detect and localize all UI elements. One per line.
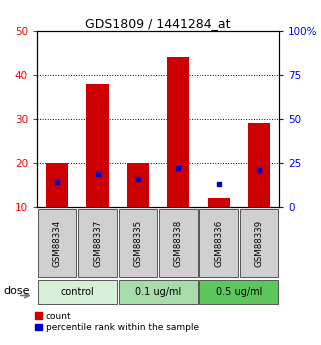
Legend: count, percentile rank within the sample: count, percentile rank within the sample [35, 312, 199, 332]
Text: 0.1 ug/ml: 0.1 ug/ml [135, 287, 181, 297]
Text: GSM88335: GSM88335 [134, 219, 143, 267]
Point [216, 181, 221, 187]
FancyBboxPatch shape [159, 209, 198, 277]
Point [95, 171, 100, 176]
Bar [86, 84, 108, 207]
Bar [248, 124, 270, 207]
Text: dose: dose [3, 286, 30, 296]
FancyBboxPatch shape [240, 209, 278, 277]
Title: GDS1809 / 1441284_at: GDS1809 / 1441284_at [85, 17, 231, 30]
Bar [127, 163, 149, 207]
Text: GSM88334: GSM88334 [53, 219, 62, 267]
Text: 0.5 ug/ml: 0.5 ug/ml [216, 287, 262, 297]
Text: GSM88339: GSM88339 [255, 219, 264, 267]
Bar [167, 57, 189, 207]
FancyBboxPatch shape [118, 280, 198, 304]
FancyBboxPatch shape [199, 280, 278, 304]
Bar [208, 198, 230, 207]
FancyBboxPatch shape [78, 209, 117, 277]
Point [55, 180, 60, 185]
FancyBboxPatch shape [199, 209, 238, 277]
Text: control: control [60, 287, 94, 297]
Text: GSM88338: GSM88338 [174, 219, 183, 267]
Point [256, 167, 262, 173]
Point [176, 166, 181, 171]
Bar [46, 163, 68, 207]
Text: GSM88336: GSM88336 [214, 219, 223, 267]
Point [135, 176, 141, 181]
FancyBboxPatch shape [118, 209, 157, 277]
Text: GSM88337: GSM88337 [93, 219, 102, 267]
FancyBboxPatch shape [38, 209, 76, 277]
FancyBboxPatch shape [38, 280, 117, 304]
